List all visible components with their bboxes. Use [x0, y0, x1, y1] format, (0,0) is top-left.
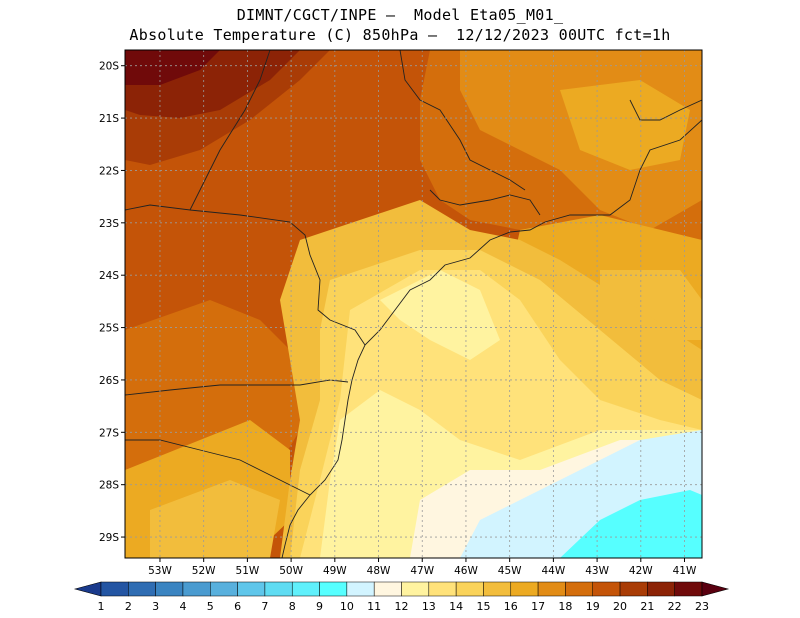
colorbar-label: 15 — [476, 600, 490, 613]
lon-label: 51W — [236, 565, 260, 577]
colorbar-label: 2 — [125, 600, 132, 613]
lon-label: 50W — [279, 565, 303, 577]
colorbar-segment — [592, 581, 621, 597]
lat-label: 20S — [99, 61, 119, 73]
lon-label: 41W — [673, 565, 697, 577]
title-line-2: Absolute Temperature (C) 850hPa – 12/12/… — [129, 26, 671, 44]
border-rj — [429, 189, 541, 216]
lat-label: 25S — [99, 323, 119, 335]
lon-label: 49W — [323, 565, 347, 577]
lat-label: 26S — [99, 375, 119, 387]
colorbar-label: 11 — [367, 600, 381, 613]
colorbar-label: 21 — [640, 600, 654, 613]
title-line-1: DIMNT/CGCT/INPE – Model Eta05_M01_ — [236, 6, 564, 24]
colorbar-segment — [428, 581, 457, 597]
border-mg — [399, 50, 526, 191]
field-9 — [560, 490, 702, 558]
colorbar-segment — [455, 581, 484, 597]
colorbar-segment — [237, 581, 266, 597]
lat-label: 24S — [99, 270, 119, 282]
lat-label: 27S — [99, 427, 119, 439]
lon-label: 47W — [410, 565, 434, 577]
colorbar-label: 6 — [234, 600, 241, 613]
colorbar-segment — [346, 581, 375, 597]
colorbar-segment — [565, 581, 593, 597]
colorbar-high-arrow — [701, 581, 730, 597]
lat-label: 22S — [99, 165, 119, 177]
colorbar-label: 5 — [207, 600, 214, 613]
colorbar-segment — [401, 581, 430, 597]
colorbar-segment — [483, 581, 512, 597]
colorbar-label: 8 — [289, 600, 296, 613]
lon-label: 43W — [585, 565, 609, 577]
colorbar-segment — [373, 581, 402, 597]
colorbar-label: 13 — [422, 600, 436, 613]
lon-label: 52W — [192, 565, 216, 577]
colorbar-segment — [537, 581, 566, 597]
colorbar-label: 7 — [261, 600, 268, 613]
colorbar-label: 18 — [558, 600, 572, 613]
colorbar-label: 16 — [504, 600, 518, 613]
colorbar-segment — [210, 581, 238, 597]
lon-label: 48W — [367, 565, 391, 577]
lon-label: 44W — [542, 565, 566, 577]
colorbar-label: 12 — [395, 600, 409, 613]
border-sp-pr — [189, 209, 366, 346]
border-ms-sp — [125, 50, 271, 211]
lon-label: 45W — [498, 565, 522, 577]
colorbar-label: 3 — [152, 600, 159, 613]
colorbar-label: 20 — [613, 600, 627, 613]
colorbar-label: 23 — [695, 600, 709, 613]
lat-axis: 20S 21S 22S 23S 24S 25S 26S 27S 28S 29S — [99, 61, 125, 544]
field-12a — [380, 270, 500, 360]
colorbar-segment — [291, 581, 320, 597]
lat-label: 29S — [99, 532, 119, 544]
colorbar-label: 17 — [531, 600, 545, 613]
map-frame — [124, 49, 703, 559]
colorbar-segment — [319, 581, 348, 597]
map-field — [125, 50, 702, 558]
colorbar-segment — [100, 581, 129, 597]
colorbar-label: 4 — [179, 600, 186, 613]
colorbar-segment — [674, 581, 703, 597]
colorbar-segment — [619, 581, 648, 597]
colorbar-segment — [647, 581, 675, 597]
colorbar-label: 9 — [316, 600, 323, 613]
colorbar-segment — [510, 581, 539, 597]
colorbar-low-arrow — [73, 581, 102, 597]
graticule — [125, 50, 702, 558]
coastline — [281, 119, 702, 558]
colorbar-segment — [128, 581, 156, 597]
colorbar-label: 14 — [449, 600, 463, 613]
border-es — [629, 99, 702, 121]
lat-label: 21S — [99, 113, 119, 125]
lon-label: 46W — [454, 565, 478, 577]
field-22 — [125, 50, 220, 85]
border-sc-rs — [125, 439, 311, 496]
colorbar-label: 1 — [98, 600, 105, 613]
colorbar-segment — [155, 581, 184, 597]
colorbar-label: 22 — [668, 600, 682, 613]
colorbar-label: 10 — [340, 600, 354, 613]
colorbar-segment — [182, 581, 211, 597]
lon-label: 42W — [629, 565, 653, 577]
lat-label: 28S — [99, 480, 119, 492]
lon-label: 53W — [148, 565, 172, 577]
colorbar-segment — [264, 581, 293, 597]
lat-label: 23S — [99, 218, 119, 230]
colorbar-label: 19 — [586, 600, 600, 613]
field-15b — [150, 480, 280, 558]
colorbar: 1 2 3 4 5 6 7 8 9 10 11 12 13 14 15 16 17 18 19 20 21 22 23 — [73, 581, 730, 613]
lon-axis: 53W 52W 51W 50W 49W 48W 47W 46W 45W 44W 43W 42W 41W — [148, 558, 697, 577]
